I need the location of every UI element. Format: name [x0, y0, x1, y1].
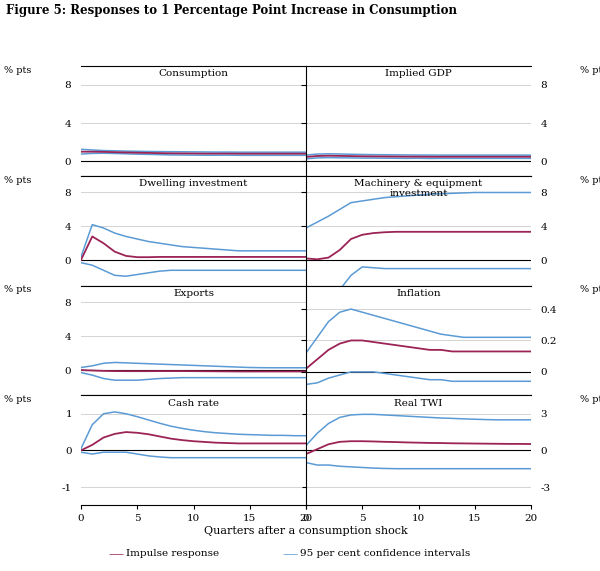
- Text: % pts: % pts: [581, 395, 600, 404]
- Text: Quarters after a consumption shock: Quarters after a consumption shock: [204, 525, 408, 536]
- Text: % pts: % pts: [581, 286, 600, 295]
- Text: Inflation: Inflation: [396, 289, 441, 298]
- Text: % pts: % pts: [4, 395, 32, 404]
- Text: 95 per cent confidence intervals: 95 per cent confidence intervals: [300, 549, 470, 558]
- Text: Real TWI: Real TWI: [394, 399, 443, 408]
- Text: % pts: % pts: [581, 66, 600, 75]
- Text: Cash rate: Cash rate: [168, 399, 219, 408]
- Text: Exports: Exports: [173, 289, 214, 298]
- Text: Implied GDP: Implied GDP: [385, 69, 452, 78]
- Text: % pts: % pts: [4, 286, 32, 295]
- Text: Consumption: Consumption: [158, 69, 229, 78]
- Text: —: —: [282, 547, 297, 561]
- Text: —: —: [108, 547, 123, 561]
- Text: % pts: % pts: [4, 176, 32, 184]
- Text: % pts: % pts: [581, 176, 600, 184]
- Text: Dwelling investment: Dwelling investment: [139, 179, 248, 188]
- Text: Machinery & equipment
investment: Machinery & equipment investment: [355, 179, 482, 198]
- Text: Impulse response: Impulse response: [126, 549, 219, 558]
- Text: Figure 5: Responses to 1 Percentage Point Increase in Consumption: Figure 5: Responses to 1 Percentage Poin…: [6, 4, 457, 17]
- Text: % pts: % pts: [4, 66, 32, 75]
